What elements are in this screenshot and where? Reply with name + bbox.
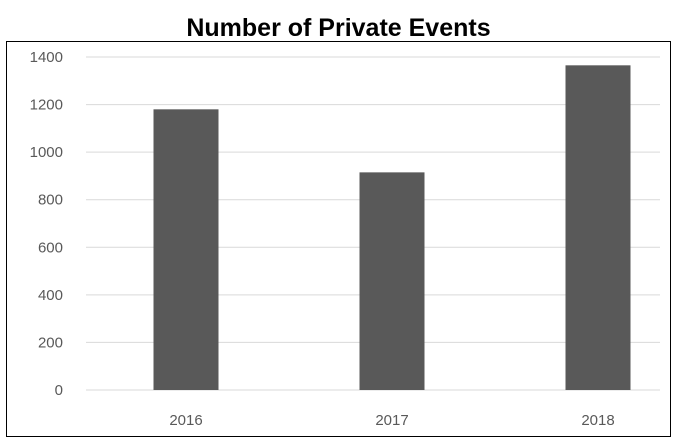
y-axis-ticks: 0 200 400 600 800 1000 1200 1400 <box>30 49 63 399</box>
y-tick-label: 800 <box>38 192 63 209</box>
x-tick-label: 2017 <box>375 412 408 429</box>
x-tick-label: 2018 <box>581 412 614 429</box>
y-tick-label: 0 <box>55 382 63 399</box>
y-tick-label: 1400 <box>30 49 63 66</box>
y-tick-label: 1200 <box>30 97 63 114</box>
bar-2016 <box>153 109 219 390</box>
chart-frame <box>6 41 671 437</box>
y-tick-label: 1000 <box>30 144 63 161</box>
x-axis-ticks: 2016 2017 2018 <box>169 412 614 429</box>
bar-2017 <box>359 172 425 390</box>
y-tick-label: 600 <box>38 239 63 256</box>
y-tick-label: 200 <box>38 334 63 351</box>
x-tick-label: 2016 <box>169 412 202 429</box>
bar-2018 <box>565 65 631 390</box>
chart-title: Number of Private Events <box>186 14 491 42</box>
bars <box>153 65 631 390</box>
y-tick-label: 400 <box>38 287 63 304</box>
